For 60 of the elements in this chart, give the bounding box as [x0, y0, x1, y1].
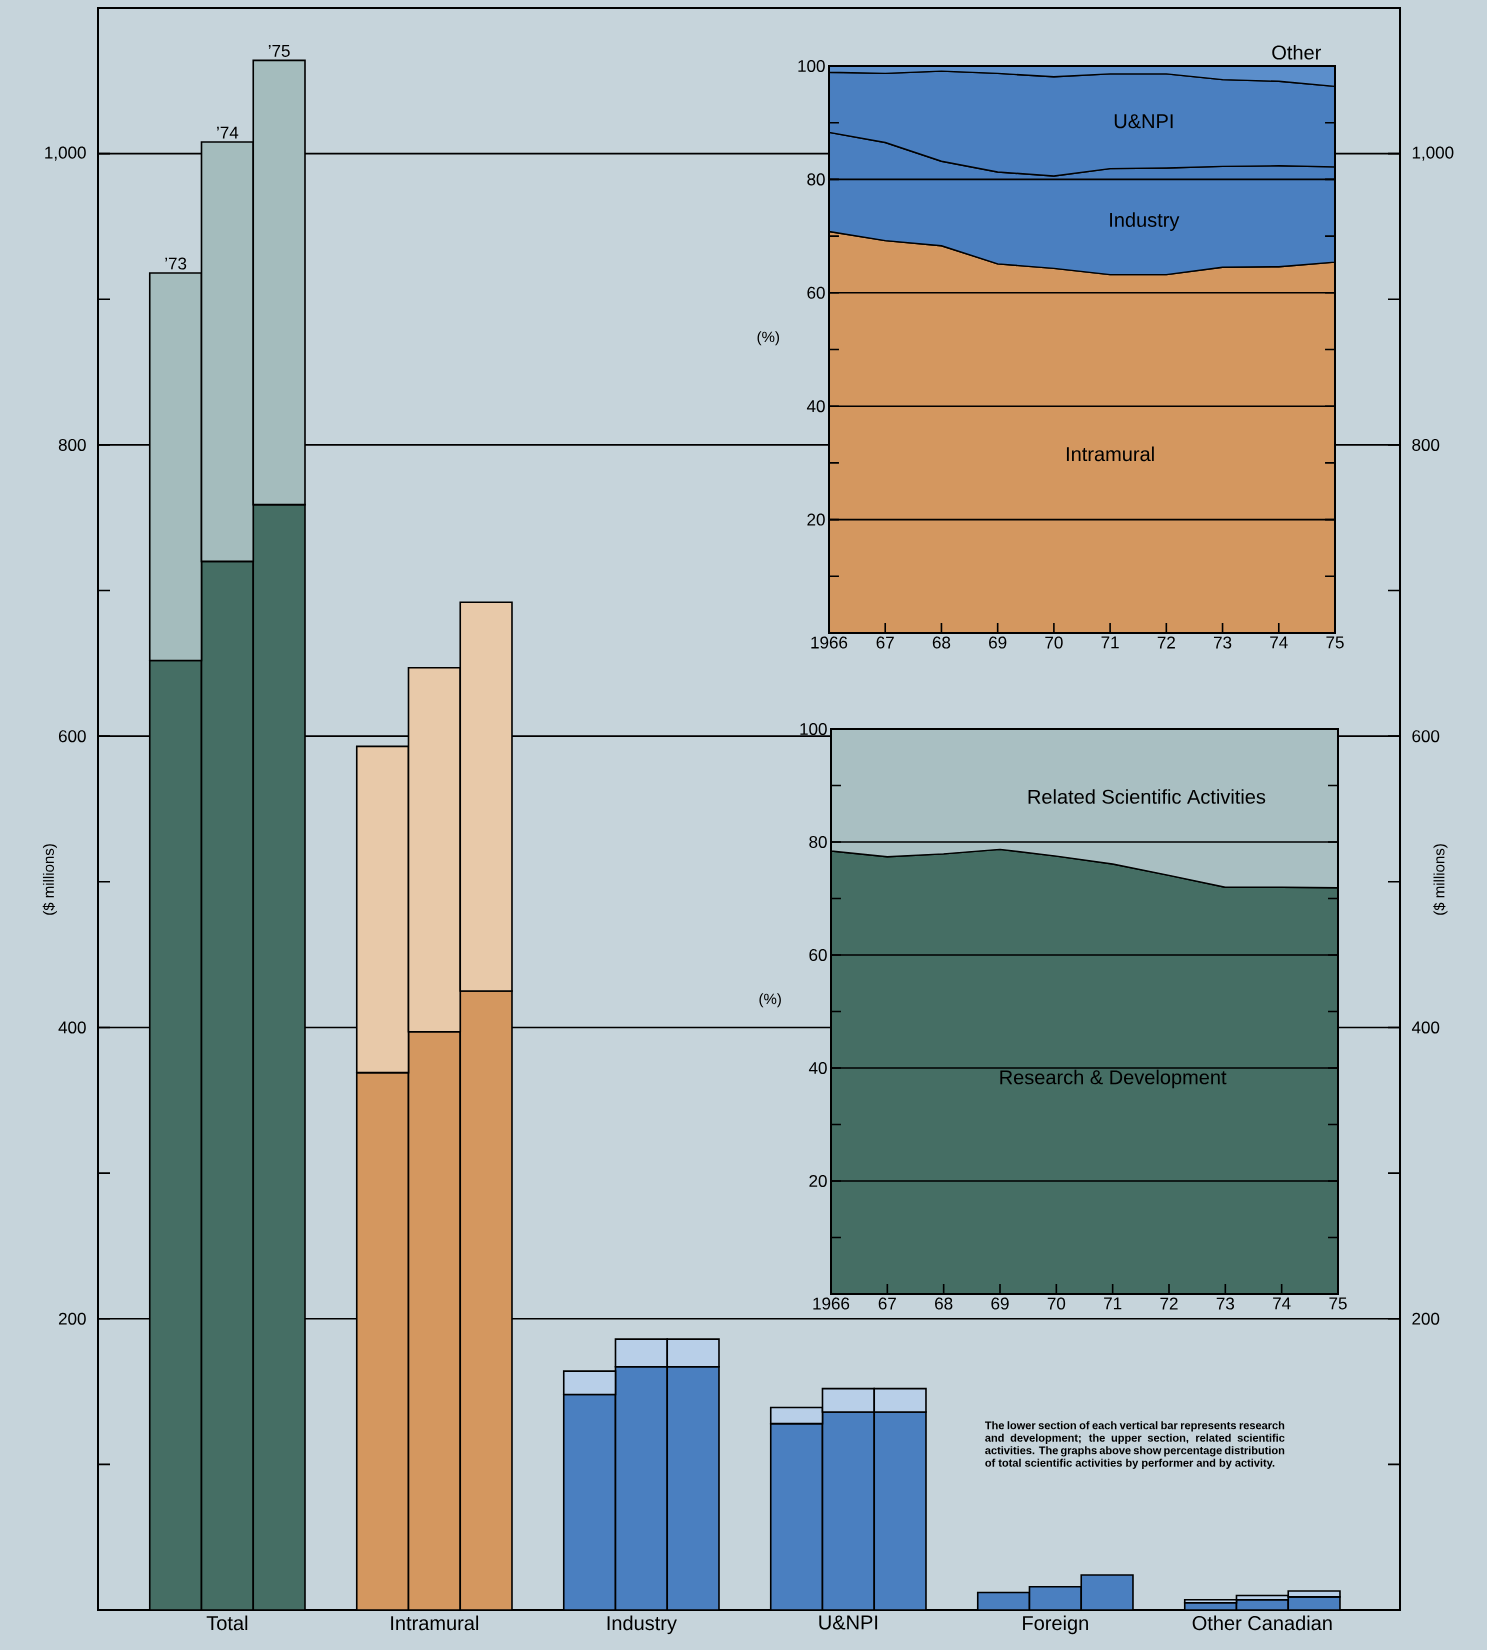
x-tick-label: 72 — [1160, 1297, 1178, 1310]
annotation: ’74 — [217, 126, 239, 139]
y-tick-label: 800 — [58, 438, 86, 451]
y-tick-label: 60 — [809, 948, 827, 962]
x-tick-label: 69 — [989, 636, 1007, 649]
x-tick-label: 73 — [1216, 1297, 1235, 1310]
series-label: Research & Development — [1000, 1069, 1227, 1089]
x-tick-label: 1966 — [811, 636, 848, 649]
x-tick-label: 67 — [878, 1297, 896, 1310]
x-tick-label: 70 — [1045, 636, 1063, 649]
y-axis-title: (%) — [759, 993, 781, 1008]
y2-tick-label: 800 — [1412, 438, 1440, 451]
y-tick-label: 20 — [807, 513, 825, 526]
y-axis-title: (%) — [757, 331, 779, 346]
series-label: Industry — [1110, 212, 1180, 231]
x-tick-label: Other Canadian — [1192, 1615, 1332, 1631]
y2-tick-label: 1,000 — [1412, 146, 1454, 161]
y2-tick-label: 600 — [1412, 730, 1440, 743]
annotation: ’75 — [268, 45, 290, 57]
y-tick-label: 80 — [809, 835, 827, 849]
y-axis-title: ($ millions) — [42, 844, 57, 915]
y-tick-label: 20 — [809, 1174, 827, 1188]
x-tick-label: Total — [206, 1615, 248, 1631]
y-tick-label: 40 — [806, 400, 825, 413]
x-tick-label: 71 — [1104, 1297, 1122, 1310]
annotation: The lower section of each vertical bar represents research and development; the upper section, related scientific activities. The graphs above show percentage distribution of total scientific activities by performer and by activity. — [984, 1421, 1285, 1469]
x-tick-label: 69 — [991, 1297, 1009, 1310]
y-tick-label: 100 — [800, 722, 827, 736]
y-tick-label: 100 — [798, 59, 825, 73]
y-tick-label: 60 — [807, 286, 825, 299]
x-tick-label: 75 — [1326, 636, 1344, 649]
y2-axis-title: ($ millions) — [1433, 844, 1448, 915]
x-tick-label: Industry — [607, 1615, 677, 1635]
y-tick-label: 600 — [58, 730, 86, 743]
x-tick-label: Foreign — [1023, 1615, 1088, 1635]
x-tick-label: 67 — [876, 636, 894, 649]
y-tick-label: 1,000 — [45, 146, 86, 161]
y-tick-label: 40 — [808, 1061, 827, 1075]
series-label: Related Scientific Activities — [1028, 789, 1266, 804]
y-tick-label: 400 — [58, 1021, 86, 1034]
x-tick-label: 70 — [1047, 1297, 1066, 1310]
legend-label: Other — [1272, 44, 1321, 60]
y2-tick-label: 200 — [1412, 1312, 1440, 1325]
x-tick-label: 71 — [1101, 636, 1119, 649]
x-tick-label: 72 — [1157, 636, 1175, 649]
x-tick-label: 68 — [932, 636, 951, 649]
x-tick-label: U&NPI — [819, 1615, 878, 1630]
x-tick-label: 75 — [1329, 1297, 1347, 1310]
x-tick-label: 74 — [1273, 1297, 1291, 1310]
annotation: ’73 — [165, 257, 187, 270]
y-tick-label: 200 — [58, 1312, 86, 1325]
x-tick-label: 73 — [1213, 636, 1232, 649]
y2-tick-label: 400 — [1411, 1021, 1440, 1034]
x-tick-label: 68 — [935, 1297, 953, 1310]
x-tick-label: 74 — [1270, 636, 1288, 649]
series-label: U&NPI — [1114, 114, 1173, 129]
x-tick-label: Intramural — [391, 1615, 479, 1631]
y-tick-label: 80 — [807, 173, 825, 186]
x-tick-label: 1966 — [813, 1297, 850, 1310]
series-label: Intramural — [1066, 446, 1154, 462]
